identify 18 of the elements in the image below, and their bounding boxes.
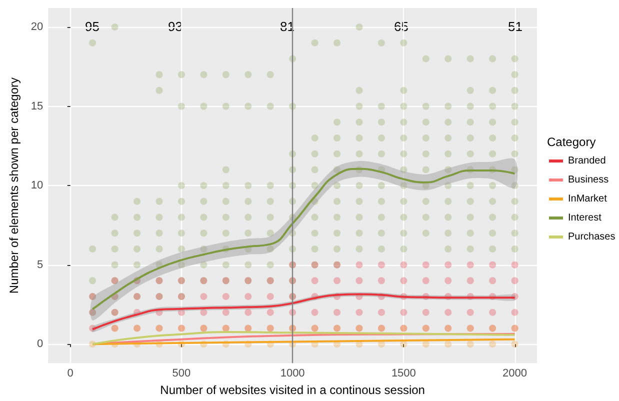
legend-label: InMarket — [568, 194, 608, 204]
y-tick-label: 0 — [37, 338, 44, 350]
x-tick-label: 2000 — [502, 368, 528, 380]
x-tick-label: 1000 — [280, 368, 305, 380]
y-tick-label: 10 — [30, 180, 44, 192]
x-axis-title: Number of websites visited in a continous session — [160, 383, 425, 397]
legend-label: Purchases — [568, 232, 616, 242]
legend-label: Interest — [568, 212, 602, 224]
y-axis-title: Number of elements shown per category — [7, 77, 21, 294]
y-tick-label: 20 — [30, 21, 44, 34]
legend-title: Category — [547, 135, 596, 149]
y-tick-label: 15 — [30, 100, 44, 112]
legend-label: Business — [568, 174, 609, 186]
x-tick-label: 1500 — [391, 368, 416, 380]
legend-label: Branded — [568, 156, 606, 166]
x-tick-label: 500 — [172, 368, 191, 380]
y-tick-label: 5 — [37, 258, 44, 271]
x-tick-label: 0 — [67, 368, 74, 380]
